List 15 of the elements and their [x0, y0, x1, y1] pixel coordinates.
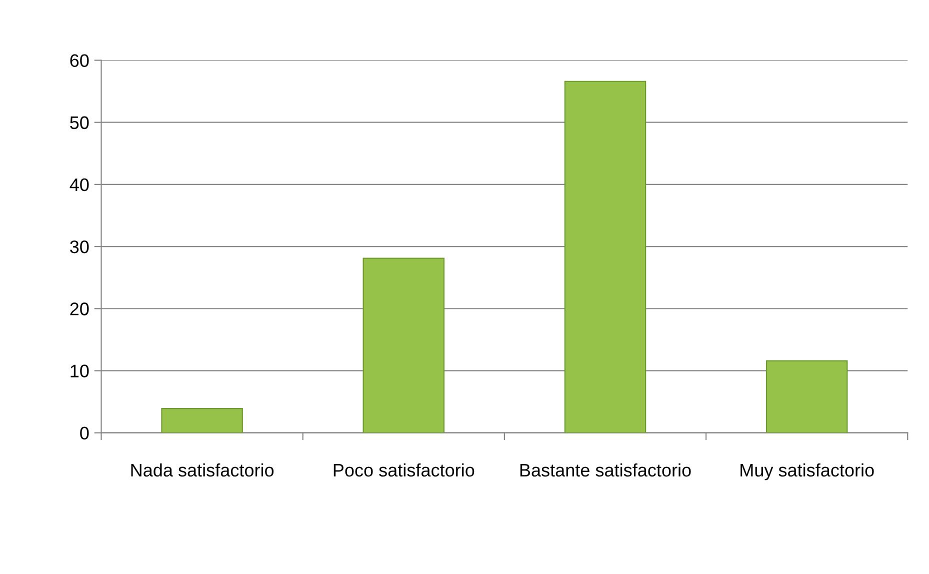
bar	[766, 360, 848, 433]
y-tick-label: 30	[70, 240, 89, 254]
x-tick-label: Nada satisfactorio	[131, 463, 274, 477]
bar	[564, 80, 646, 433]
bar	[161, 408, 243, 433]
y-tick-label: 50	[70, 116, 89, 130]
y-tick-label: 10	[70, 364, 89, 378]
x-tick-label: Poco satisfactorio	[334, 463, 474, 477]
bar	[362, 258, 445, 433]
y-tick-label: 20	[70, 302, 89, 316]
y-tick-label: 60	[70, 54, 89, 67]
y-tick-label: 40	[70, 178, 89, 192]
x-tick-label: Bastante satisfactorio	[520, 463, 691, 477]
x-tick-label: Muy satisfactorio	[740, 463, 874, 480]
y-tick-label: 0	[80, 426, 89, 440]
